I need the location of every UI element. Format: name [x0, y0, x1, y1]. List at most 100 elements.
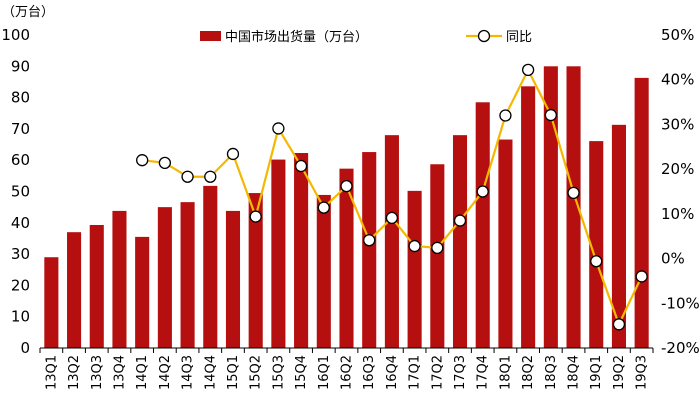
x-tick-label: 17Q1 — [408, 355, 423, 390]
x-tick-label: 18Q2 — [521, 355, 536, 390]
x-tick-label: 16Q1 — [317, 355, 332, 390]
line-point — [476, 185, 489, 198]
left-tick-label: 40 — [11, 214, 30, 232]
right-tick-label: 10% — [661, 205, 694, 223]
x-tick-label: 17Q3 — [453, 355, 468, 390]
right-tick-label: 20% — [661, 160, 694, 178]
bar — [384, 135, 399, 348]
bar — [135, 236, 150, 348]
bar — [316, 194, 331, 348]
legend-line-marker — [477, 29, 491, 43]
bar — [498, 139, 513, 348]
bar — [248, 193, 263, 348]
right-tick-label: 0% — [661, 250, 685, 268]
line-point — [612, 318, 626, 331]
x-axis-labels: 13Q1 13Q2 13Q3 13Q4 14Q1 14Q2 14Q3 14Q4 15Q1 15Q2… — [44, 355, 649, 390]
x-tick-label: 19Q2 — [612, 355, 627, 390]
bar — [44, 257, 59, 348]
x-tick-label: 14Q1 — [135, 355, 150, 390]
line-point — [136, 154, 149, 167]
x-tick-label: 18Q1 — [498, 355, 513, 390]
left-tick-label: 30 — [11, 245, 30, 263]
line-point — [408, 239, 421, 253]
bar — [430, 164, 445, 348]
bar — [67, 232, 82, 348]
x-axis — [39, 347, 654, 353]
x-tick-label: 19Q1 — [589, 355, 604, 390]
bar — [203, 185, 218, 348]
x-tick-label: 14Q4 — [203, 355, 218, 390]
bar — [180, 202, 195, 348]
line-point — [499, 109, 512, 122]
bar-series — [44, 66, 649, 349]
left-tick-label: 50 — [11, 183, 30, 201]
x-tick-label: 13Q3 — [90, 355, 105, 390]
x-tick-label: 13Q2 — [67, 355, 82, 390]
left-tick-label: 90 — [11, 57, 30, 75]
left-axis-unit: （万台） — [2, 5, 54, 20]
line-point — [317, 201, 330, 214]
line-point — [204, 170, 217, 183]
line-point — [272, 122, 285, 135]
x-tick-label: 17Q4 — [476, 355, 491, 390]
x-tick-label: 15Q1 — [226, 355, 241, 390]
bar — [271, 159, 286, 348]
line-point — [590, 255, 603, 268]
left-axis-ticks: 0 10 20 30 40 50 60 70 80 90 100 — [1, 26, 30, 357]
line-point — [431, 241, 444, 254]
bar — [294, 153, 309, 348]
line-point — [363, 234, 376, 247]
x-tick-label: 14Q2 — [158, 355, 173, 390]
bar — [634, 77, 649, 348]
bar — [362, 152, 377, 348]
x-tick-label: 13Q4 — [112, 355, 127, 390]
legend: 中国市场出货量（万台） 同比 — [200, 29, 532, 45]
line-point — [294, 159, 308, 173]
x-tick-label: 15Q3 — [271, 355, 286, 390]
x-tick-label: 17Q2 — [430, 355, 445, 390]
bar — [407, 190, 422, 348]
left-tick-label: 10 — [11, 308, 30, 326]
x-tick-label: 14Q3 — [181, 355, 196, 390]
line-point — [453, 214, 467, 227]
bar — [566, 66, 581, 349]
x-tick-label: 19Q3 — [635, 355, 650, 390]
bar — [611, 124, 626, 348]
right-axis-ticks: -20% -10% 0% 10% 20% 30% 40% 50% — [661, 26, 700, 357]
bar — [157, 207, 172, 348]
left-tick-label: 60 — [11, 151, 30, 169]
left-tick-label: 70 — [11, 120, 30, 138]
right-tick-label: -10% — [661, 294, 700, 312]
bar — [339, 168, 354, 348]
line-point — [544, 108, 557, 122]
legend-bar-label: 中国市场出货量（万台） — [225, 29, 368, 45]
left-tick-label: 80 — [11, 89, 30, 107]
legend-line-label: 同比 — [506, 30, 532, 45]
line-point — [340, 179, 353, 193]
right-tick-label: 50% — [661, 26, 694, 44]
x-tick-label: 16Q3 — [362, 355, 377, 390]
bar — [543, 66, 558, 349]
line-point — [385, 211, 399, 225]
line-point — [521, 63, 535, 77]
right-tick-label: -20% — [661, 339, 700, 357]
x-tick-label: 15Q4 — [294, 355, 309, 390]
bar — [521, 86, 536, 348]
x-tick-label: 18Q4 — [567, 355, 582, 390]
line-point — [567, 186, 580, 199]
x-tick-label: 13Q1 — [44, 355, 59, 390]
line-point — [635, 270, 648, 283]
right-tick-label: 30% — [661, 115, 694, 133]
legend-bar-swatch — [200, 31, 221, 41]
x-tick-label: 15Q2 — [249, 355, 264, 390]
line-point — [181, 170, 194, 183]
line-point — [158, 156, 172, 170]
left-tick-label: 20 — [11, 276, 30, 294]
x-tick-label: 16Q2 — [340, 355, 355, 390]
bar — [112, 210, 127, 348]
bar — [225, 210, 241, 348]
bar — [589, 141, 604, 348]
line-point — [249, 210, 262, 223]
x-tick-label: 16Q4 — [385, 355, 400, 390]
